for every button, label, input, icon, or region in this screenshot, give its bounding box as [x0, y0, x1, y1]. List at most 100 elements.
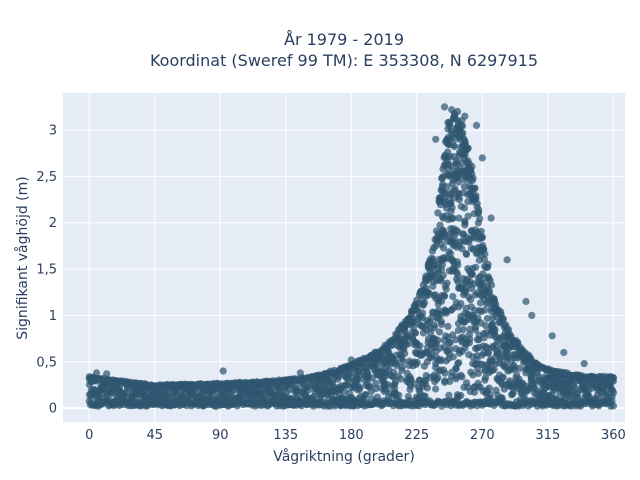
- data-point: [485, 384, 493, 392]
- data-point: [448, 204, 456, 212]
- data-point: [455, 178, 463, 186]
- data-point: [347, 356, 355, 364]
- data-point: [580, 360, 588, 368]
- data-point: [516, 364, 524, 372]
- data-point: [484, 263, 492, 271]
- data-point: [472, 263, 480, 271]
- data-point: [449, 353, 457, 361]
- data-point: [527, 373, 536, 381]
- data-point: [476, 215, 484, 223]
- data-point: [497, 308, 505, 316]
- data-point: [364, 369, 372, 377]
- chart-title-line1: År 1979 - 2019: [284, 30, 404, 49]
- data-point: [445, 391, 453, 399]
- data-point: [458, 245, 466, 253]
- data-point: [481, 322, 490, 330]
- data-point: [296, 369, 304, 377]
- data-point: [468, 163, 476, 171]
- data-point: [454, 271, 462, 279]
- data-point: [548, 332, 556, 340]
- data-point: [454, 261, 462, 269]
- data-point: [481, 250, 489, 258]
- data-point: [413, 358, 421, 366]
- data-point: [464, 212, 472, 220]
- data-point: [469, 371, 477, 379]
- data-point: [449, 292, 457, 301]
- data-point: [474, 369, 482, 378]
- data-point: [487, 214, 495, 222]
- data-point: [481, 306, 489, 314]
- y-tick-label: 0: [49, 402, 57, 417]
- data-point: [457, 300, 465, 308]
- y-tick-label: 2,5: [36, 170, 57, 185]
- data-point: [466, 335, 474, 343]
- data-point: [484, 349, 492, 357]
- x-tick-label: 360: [601, 428, 626, 443]
- data-point: [460, 204, 468, 212]
- data-point: [478, 234, 486, 242]
- data-point: [528, 311, 536, 319]
- data-point: [397, 375, 405, 383]
- data-point: [449, 214, 457, 222]
- data-point: [466, 325, 474, 333]
- data-point: [372, 379, 380, 387]
- data-point: [560, 348, 568, 357]
- data-point: [471, 326, 479, 334]
- x-axis-label: Vågriktning (grader): [273, 448, 415, 465]
- data-point: [355, 386, 363, 394]
- data-point: [466, 296, 475, 304]
- data-point: [441, 189, 449, 197]
- y-tick-labels: 0 0,5 1 1,5 2 2,5 3: [36, 124, 57, 417]
- data-point: [483, 314, 491, 323]
- data-point: [361, 391, 369, 399]
- data-point: [450, 142, 459, 151]
- data-point: [480, 255, 488, 264]
- x-tick-label: 180: [339, 428, 364, 443]
- data-point: [438, 261, 446, 269]
- data-point: [391, 378, 400, 386]
- data-point: [441, 369, 449, 377]
- data-point: [609, 389, 618, 397]
- data-point: [432, 135, 440, 143]
- y-axis-label: Signifikant våghöjd (m): [14, 176, 31, 339]
- data-point: [411, 329, 420, 337]
- data-point: [92, 369, 101, 377]
- data-point: [455, 196, 463, 204]
- chart-title-line2: Koordinat (Sweref 99 TM): E 353308, N 62…: [150, 51, 538, 70]
- data-point: [485, 287, 493, 295]
- data-point: [477, 227, 485, 235]
- x-tick-label: 45: [146, 428, 163, 443]
- x-tick-label: 135: [273, 428, 298, 443]
- data-point: [461, 112, 469, 120]
- data-point: [406, 385, 414, 394]
- data-point: [404, 340, 412, 348]
- x-tick-label: 270: [470, 428, 495, 443]
- data-point: [440, 292, 448, 300]
- data-point: [491, 326, 499, 334]
- x-tick-label: 315: [535, 428, 560, 443]
- data-point: [472, 121, 481, 129]
- data-point: [430, 324, 439, 332]
- data-point: [439, 244, 448, 252]
- x-tick-label: 225: [404, 428, 429, 443]
- data-point: [499, 315, 507, 323]
- data-point: [432, 385, 440, 393]
- data-point: [453, 159, 461, 167]
- data-point: [434, 336, 442, 344]
- data-point: [429, 255, 437, 263]
- data-point: [443, 279, 451, 287]
- data-point: [487, 281, 496, 289]
- data-point: [427, 329, 435, 337]
- data-point: [442, 285, 450, 293]
- data-point: [458, 373, 466, 381]
- data-point: [459, 129, 467, 137]
- data-point: [423, 384, 431, 392]
- data-point: [499, 373, 507, 381]
- data-point: [440, 103, 449, 111]
- data-point: [463, 144, 472, 152]
- data-point: [468, 270, 476, 278]
- data-point: [490, 366, 498, 374]
- data-point: [457, 391, 465, 400]
- x-tick-labels: 0 45 90 135 180 225 270 315 360: [85, 428, 626, 443]
- data-point: [522, 297, 530, 306]
